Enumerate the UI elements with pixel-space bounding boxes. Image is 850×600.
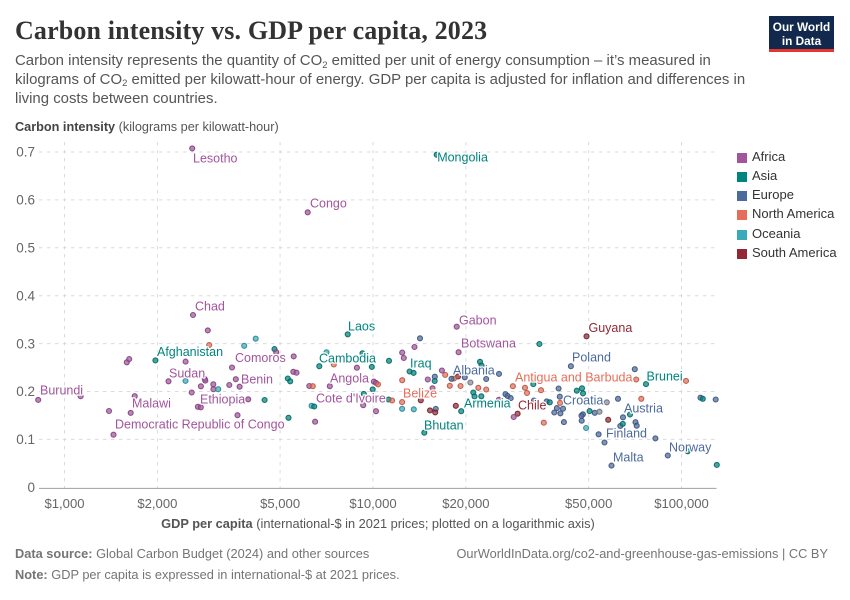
svg-text:$5,000: $5,000: [260, 496, 300, 511]
svg-text:$50,000: $50,000: [565, 496, 612, 511]
svg-text:$20,000: $20,000: [442, 496, 489, 511]
svg-text:Cote d'Ivoire: Cote d'Ivoire: [316, 392, 386, 406]
svg-text:Democratic Republic of Congo: Democratic Republic of Congo: [115, 418, 285, 432]
svg-text:Gabon: Gabon: [459, 314, 497, 328]
svg-text:Finland: Finland: [606, 427, 647, 441]
svg-text:Malta: Malta: [613, 451, 644, 465]
svg-text:0.4: 0.4: [16, 288, 35, 303]
svg-text:$100,000: $100,000: [654, 496, 709, 511]
svg-text:Laos: Laos: [348, 320, 375, 334]
svg-text:Lesotho: Lesotho: [193, 152, 238, 166]
svg-text:0.5: 0.5: [16, 241, 35, 256]
svg-text:Guyana: Guyana: [589, 321, 633, 335]
svg-text:Cambodia: Cambodia: [319, 352, 376, 366]
svg-text:Afghanistan: Afghanistan: [157, 345, 223, 359]
svg-text:Armenia: Armenia: [464, 397, 511, 411]
svg-text:Belize: Belize: [403, 387, 437, 401]
svg-text:0.1: 0.1: [16, 432, 35, 447]
svg-text:Norway: Norway: [669, 441, 712, 455]
svg-text:0.3: 0.3: [16, 336, 35, 351]
svg-text:Chad: Chad: [195, 300, 225, 314]
svg-text:Mongolia: Mongolia: [437, 151, 488, 165]
svg-text:Croatia: Croatia: [563, 394, 603, 408]
svg-text:Comoros: Comoros: [235, 351, 286, 365]
svg-text:Brunei: Brunei: [647, 370, 683, 384]
svg-text:0: 0: [27, 480, 35, 495]
svg-text:Iraq: Iraq: [410, 357, 432, 371]
svg-text:0.7: 0.7: [16, 145, 35, 160]
svg-text:Bhutan: Bhutan: [424, 419, 464, 433]
svg-text:Ethiopia: Ethiopia: [200, 393, 245, 407]
svg-text:Sudan: Sudan: [169, 367, 205, 381]
svg-text:$1,000: $1,000: [44, 496, 84, 511]
svg-text:Angola: Angola: [330, 372, 369, 386]
svg-text:$2,000: $2,000: [137, 496, 177, 511]
svg-text:0.2: 0.2: [16, 384, 35, 399]
svg-text:Malawi: Malawi: [132, 397, 171, 411]
svg-text:Poland: Poland: [572, 351, 611, 365]
svg-text:0.6: 0.6: [16, 193, 35, 208]
svg-text:Burundi: Burundi: [40, 384, 83, 398]
svg-text:Antigua and Barbuda: Antigua and Barbuda: [515, 371, 633, 385]
svg-text:Benin: Benin: [241, 373, 273, 387]
svg-text:Austria: Austria: [624, 402, 663, 416]
svg-text:Botswana: Botswana: [461, 337, 516, 351]
svg-text:Albania: Albania: [453, 364, 495, 378]
svg-text:Congo: Congo: [310, 197, 347, 211]
svg-text:Chile: Chile: [518, 399, 547, 413]
svg-text:$10,000: $10,000: [349, 496, 396, 511]
